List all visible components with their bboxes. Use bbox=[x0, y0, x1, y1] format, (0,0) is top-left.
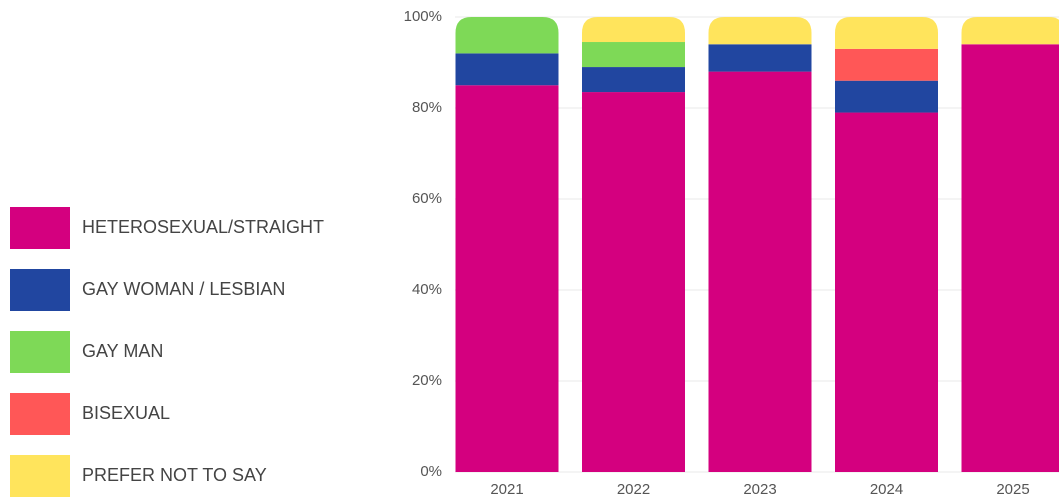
bar-segment bbox=[708, 44, 812, 72]
legend-swatch bbox=[10, 393, 70, 435]
y-tick-label: 40% bbox=[412, 281, 442, 298]
x-tick-label: 2024 bbox=[870, 481, 903, 498]
bar-segment bbox=[961, 44, 1059, 473]
bar-segment bbox=[582, 92, 685, 472]
bar-segment bbox=[455, 17, 559, 54]
y-tick-label: 100% bbox=[404, 8, 442, 25]
bar-segment bbox=[835, 80, 938, 113]
bar-segment bbox=[708, 17, 812, 45]
bar-segment bbox=[455, 53, 559, 86]
legend-swatch bbox=[10, 207, 70, 249]
y-tick-label: 80% bbox=[412, 99, 442, 116]
x-tick-label: 2022 bbox=[617, 481, 650, 498]
legend-swatch bbox=[10, 331, 70, 373]
bar-segment bbox=[455, 85, 559, 472]
x-tick-label: 2023 bbox=[743, 481, 776, 498]
bar-segment bbox=[582, 42, 685, 68]
legend-label: GAY WOMAN / LESBIAN bbox=[82, 279, 285, 299]
legend-label: GAY MAN bbox=[82, 341, 163, 361]
legend-label: HETEROSEXUAL/STRAIGHT bbox=[82, 217, 324, 237]
y-tick-label: 60% bbox=[412, 190, 442, 207]
legend-label: BISEXUAL bbox=[82, 403, 170, 423]
legend-label: PREFER NOT TO SAY bbox=[82, 465, 267, 485]
bar-segment bbox=[708, 71, 812, 472]
x-tick-label: 2025 bbox=[996, 481, 1029, 498]
legend-swatch bbox=[10, 455, 70, 497]
bar-segment bbox=[582, 67, 685, 93]
bar-segment bbox=[582, 17, 685, 43]
legend-swatch bbox=[10, 269, 70, 311]
y-tick-label: 20% bbox=[412, 372, 442, 389]
bar-segment bbox=[835, 112, 938, 473]
x-tick-label: 2021 bbox=[490, 481, 523, 498]
bar-segment bbox=[835, 17, 938, 49]
bar-segment bbox=[961, 17, 1059, 45]
y-tick-label: 0% bbox=[420, 463, 442, 480]
bar-segment bbox=[835, 48, 938, 81]
